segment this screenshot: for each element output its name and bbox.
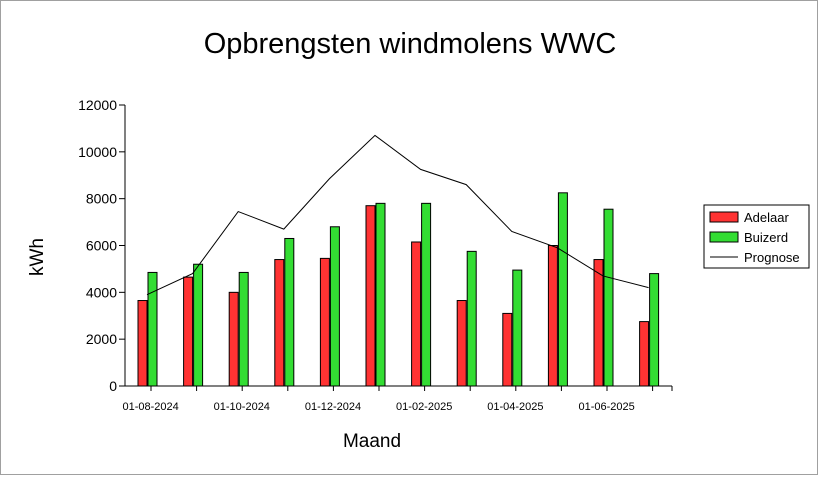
bar-buizerd bbox=[193, 263, 204, 387]
bar-adelaar bbox=[137, 300, 148, 387]
bar-buizerd bbox=[603, 208, 614, 387]
legend: Adelaar Buizerd Prognose bbox=[703, 204, 810, 269]
bar-buizerd bbox=[284, 237, 295, 387]
bar-buizerd bbox=[329, 226, 340, 387]
bar-buizerd bbox=[238, 271, 249, 387]
x-tick-label: 01-02-2025 bbox=[396, 401, 452, 413]
y-tick-label: 0 bbox=[109, 378, 117, 394]
x-tick-label: 01-12-2024 bbox=[305, 401, 361, 413]
bar-adelaar bbox=[639, 321, 650, 387]
x-tick-label: 01-10-2024 bbox=[214, 401, 270, 413]
legend-label-prognose: Prognose bbox=[744, 250, 800, 265]
bar-adelaar bbox=[456, 300, 467, 387]
legend-swatch-buizerd bbox=[709, 231, 739, 243]
bar-buizerd bbox=[512, 269, 523, 387]
bar-buizerd bbox=[375, 202, 386, 387]
bar-adelaar bbox=[502, 312, 513, 387]
bar-buizerd bbox=[147, 271, 158, 387]
y-tick-label: 4000 bbox=[86, 284, 117, 300]
bar-adelaar bbox=[593, 259, 604, 387]
bar-buizerd bbox=[466, 250, 477, 387]
bar-adelaar bbox=[183, 276, 194, 387]
line-prognose bbox=[146, 134, 649, 296]
y-tick-label: 6000 bbox=[86, 238, 117, 254]
bar-adelaar bbox=[228, 291, 239, 387]
bar-adelaar bbox=[319, 257, 330, 387]
bar-buizerd bbox=[557, 192, 568, 387]
bar-adelaar bbox=[547, 245, 558, 387]
y-axis-label: kWh bbox=[27, 238, 48, 276]
x-axis-label: Maand bbox=[343, 431, 401, 452]
x-tick-label: 01-08-2024 bbox=[122, 401, 178, 413]
legend-label-adelaar: Adelaar bbox=[744, 210, 789, 225]
bar-buizerd bbox=[421, 202, 432, 387]
y-tick-label: 2000 bbox=[86, 331, 117, 347]
y-tick-label: 10000 bbox=[78, 144, 117, 160]
legend-swatch-adelaar bbox=[709, 211, 739, 223]
bar-adelaar bbox=[411, 241, 422, 387]
bar-buizerd bbox=[649, 273, 660, 387]
bar-adelaar bbox=[274, 259, 285, 387]
plot-area: 0 2000 4000 6000 8000 10000 12000 01-08-2024 01-… bbox=[78, 97, 673, 413]
x-tick-label: 01-04-2025 bbox=[487, 401, 543, 413]
chart-title: Opbrengsten windmolens WWC bbox=[204, 28, 617, 60]
y-tick-label: 8000 bbox=[86, 191, 117, 207]
legend-label-buizerd: Buizerd bbox=[744, 230, 788, 245]
bar-adelaar bbox=[365, 205, 376, 387]
x-tick-label: 01-06-2025 bbox=[578, 401, 634, 413]
y-tick-label: 12000 bbox=[78, 97, 117, 113]
